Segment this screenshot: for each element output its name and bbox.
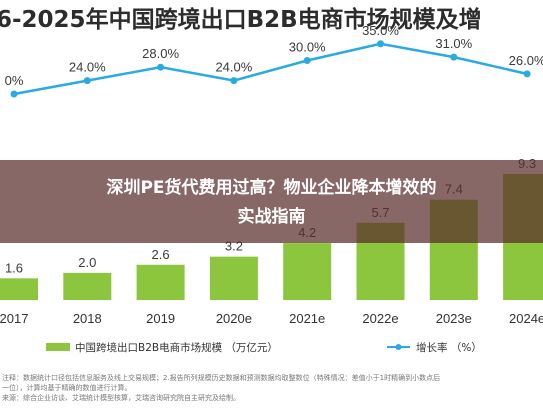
bar-2019	[136, 264, 185, 300]
growth-point-2023e	[450, 53, 458, 61]
legend-line-label: 增长率 （%）	[416, 341, 482, 354]
x-tick-2021e: 2021e	[289, 311, 325, 326]
growth-label-2020e: 24.0%	[215, 60, 252, 75]
x-tick-2023e: 2023e	[436, 311, 472, 326]
growth-label-2019: 28.0%	[142, 46, 179, 61]
note-line-3: 来源：综合企业访谈、艾瑞统计模型核算，艾瑞咨询研究院自主研究及绘制。	[2, 393, 240, 402]
x-tick-2017: 2017	[0, 311, 28, 326]
bar-2021e	[283, 243, 332, 300]
growth-label-2017: 0%	[5, 73, 24, 88]
growth-point-2017	[10, 90, 18, 98]
growth-label-2022e: 35.0%	[362, 23, 399, 38]
legend-line-marker	[395, 344, 402, 350]
bar-value-label-2018: 2.0	[78, 255, 96, 270]
x-tick-2019: 2019	[146, 311, 175, 326]
source-note: 注释：数据统计口径包括信息服务及线上交易规模；2.报告所列规模历史数据和预测数据…	[2, 373, 440, 402]
growth-label-2024e: 26.0%	[509, 53, 543, 68]
growth-point-2021e	[303, 57, 311, 64]
growth-label-2018: 24.0%	[69, 60, 106, 75]
legend-bar-label: 中国跨境出口B2B电商市场规模 （万亿元）	[75, 341, 278, 354]
growth-line-layer: 0% 24.0% 28.0% 24.0% 30.0% 35.0% 31.0% 26.0%	[5, 23, 543, 98]
growth-point-2024e	[523, 70, 531, 78]
note-line-2: 一位），计算均基于精确的数值进行计算。	[2, 383, 132, 392]
bar-2018	[63, 272, 112, 300]
x-tick-2022e: 2022e	[362, 311, 398, 326]
article-title-overlay: 深圳PE货代费用过高？物业企业降本增效的 实战指南	[0, 160, 543, 243]
growth-rate-line	[13, 42, 528, 96]
bar-value-label-2017: 1.6	[5, 260, 23, 275]
bar-2020e	[209, 256, 258, 300]
bar-2017	[0, 278, 38, 300]
legend-bar-swatch	[46, 343, 70, 351]
growth-point-2018	[83, 77, 91, 85]
growth-point-2019	[157, 63, 165, 71]
growth-label-2023e: 31.0%	[435, 36, 472, 51]
x-tick-2018: 2018	[73, 311, 102, 326]
x-axis-ticks: 2017 2018 2019 2020e 2021e 2022e 2023e 2024e	[0, 311, 543, 326]
growth-point-2022e	[377, 40, 384, 48]
bar-value-label-2019: 2.6	[152, 247, 170, 262]
growth-label-2021e: 30.0%	[289, 40, 326, 55]
overlay-band	[0, 160, 543, 243]
overlay-title-line-1: 深圳PE货代费用过高？物业企业降本增效的	[106, 177, 436, 198]
overlay-title-line-2: 实战指南	[238, 206, 306, 227]
chart-title: 6-2025年中国跨境出口B2B电商市场规模及增	[0, 6, 482, 33]
x-tick-2020e: 2020e	[216, 311, 252, 326]
growth-point-2020e	[230, 77, 238, 85]
legend: 中国跨境出口B2B电商市场规模 （万亿元） 增长率 （%）	[46, 341, 482, 354]
note-line-1: 注释：数据统计口径包括信息服务及线上交易规模；2.报告所列规模历史数据和预测数据…	[2, 373, 440, 382]
x-tick-2024e: 2024e	[509, 311, 543, 326]
